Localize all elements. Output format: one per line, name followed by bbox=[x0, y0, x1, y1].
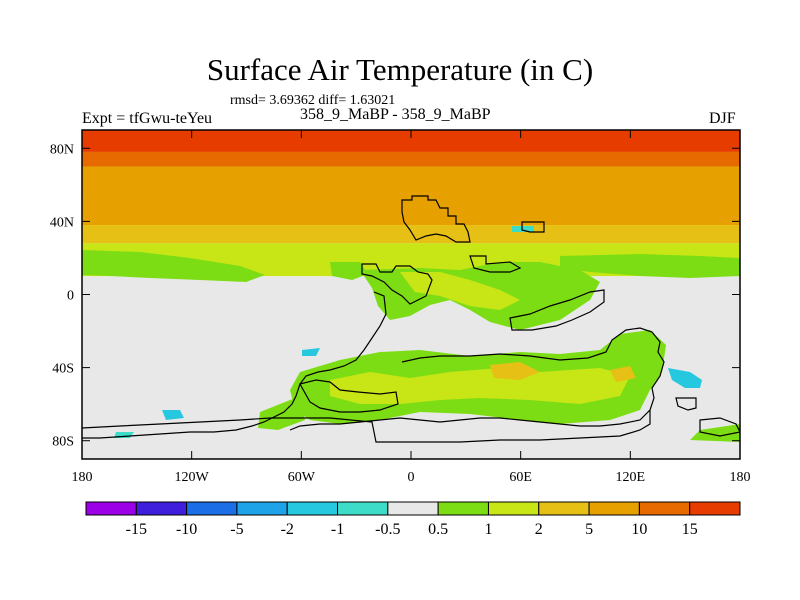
colorbar-label-6: 0.5 bbox=[428, 521, 448, 538]
y-tick-label-4: 80S bbox=[52, 435, 74, 450]
colorbar-swatch-2 bbox=[186, 501, 238, 516]
colorbar-swatch-9 bbox=[538, 501, 590, 516]
case-label: 358_9_MaBP - 358_9_MaBP bbox=[300, 106, 491, 123]
coastline-east-islands bbox=[675, 397, 697, 411]
colorbar-swatch-1 bbox=[135, 501, 188, 516]
anomaly-patch-southern-yellow bbox=[330, 368, 630, 404]
anomaly-patch-orange-spot bbox=[450, 183, 466, 194]
coastline-central-continent bbox=[361, 263, 433, 305]
map-plot-area bbox=[82, 130, 740, 459]
temperature-anomaly-patches bbox=[82, 183, 740, 442]
y-tick-label-0: 80N bbox=[50, 142, 74, 157]
coastline-southern-block bbox=[299, 379, 399, 413]
colorbar-swatch-6 bbox=[387, 501, 439, 516]
colorbar-swatch-5 bbox=[337, 501, 389, 516]
colorbar-swatch-0 bbox=[85, 501, 137, 516]
anomaly-patch-south-tail bbox=[690, 424, 740, 442]
anomaly-patch-cyan-ne bbox=[512, 226, 534, 232]
colorbar-swatch-4 bbox=[286, 501, 339, 516]
anomaly-patch-green-east bbox=[560, 254, 740, 278]
anomaly-patch-equatorial-yellow bbox=[400, 272, 520, 310]
colorbar-label-4: -1 bbox=[331, 521, 344, 538]
lat-band-2 bbox=[82, 166, 740, 194]
coastline-south-lower bbox=[82, 410, 651, 443]
coastline-far-east bbox=[699, 417, 740, 437]
colorbar-swatch-10 bbox=[588, 501, 640, 516]
colorbar-label-2: -5 bbox=[230, 521, 243, 538]
rmsd-diff-stats: rmsd= 3.69362 diff= 1.63021 bbox=[230, 93, 396, 108]
chart-title: Surface Air Temperature (in C) bbox=[206, 52, 594, 87]
x-tick-label-5: 120E bbox=[616, 470, 646, 485]
anomaly-patch-southern-orange-2 bbox=[610, 366, 636, 382]
x-tick-label-0: 180 bbox=[72, 470, 93, 485]
coastline-island-sea bbox=[521, 221, 545, 233]
anomaly-patch-green-northwest bbox=[82, 250, 265, 282]
y-tick-label-2: 0 bbox=[67, 289, 74, 304]
lat-band-1 bbox=[82, 151, 740, 167]
x-tick-label-2: 60W bbox=[288, 470, 316, 485]
y-tick-label-1: 40N bbox=[50, 215, 74, 230]
colorbar-swatch-8 bbox=[487, 501, 540, 516]
x-tick-label-6: 180 bbox=[730, 470, 751, 485]
colorbar-swatch-7 bbox=[437, 501, 489, 516]
lat-band-4 bbox=[82, 225, 740, 244]
coastline-central-east bbox=[469, 255, 522, 273]
coastline-east-continent bbox=[509, 289, 605, 331]
anomaly-patch-southern-orange bbox=[490, 362, 540, 380]
anomaly-patch-cyan-east bbox=[668, 368, 702, 388]
colorbar-swatch-3 bbox=[236, 501, 288, 516]
colorbar-label-3: -2 bbox=[281, 521, 294, 538]
colorbar-label-7: 1 bbox=[484, 521, 492, 538]
lat-band-0 bbox=[82, 130, 740, 152]
anomaly-patch-cyan-sw bbox=[162, 410, 184, 420]
colorbar-label-0: -15 bbox=[126, 521, 147, 538]
colorbar-swatch-12 bbox=[689, 501, 741, 516]
anomaly-patch-green-mid bbox=[330, 262, 368, 280]
colorbar-label-8: 2 bbox=[535, 521, 543, 538]
season-label: DJF bbox=[709, 110, 736, 127]
anomaly-patch-cyan-mid bbox=[302, 348, 320, 356]
colorbar-label-1: -10 bbox=[176, 521, 197, 538]
x-tick-label-3: 0 bbox=[408, 470, 415, 485]
colorbar: -15 -10 -5 -2 -1 -0.5 0.5 1 2 5 10 15 bbox=[85, 501, 741, 538]
coastline-north-continent bbox=[401, 195, 471, 243]
coastline-west-continent bbox=[82, 291, 387, 439]
lat-band-3 bbox=[82, 193, 740, 226]
experiment-label: Expt = tfGwu-teYeu bbox=[82, 110, 213, 127]
y-tick-label-3: 40S bbox=[52, 362, 74, 377]
colorbar-swatch-11 bbox=[638, 501, 691, 516]
continent-outlines bbox=[82, 195, 740, 443]
axes: 180 120W 60W 0 60E 120E 180 80N 40N 0 40S 80S bbox=[50, 130, 751, 485]
x-tick-label-4: 60E bbox=[509, 470, 532, 485]
colorbar-label-10: 10 bbox=[631, 521, 647, 538]
colorbar-label-11: 15 bbox=[682, 521, 698, 538]
x-tick-label-1: 120W bbox=[175, 470, 210, 485]
colorbar-label-5: -0.5 bbox=[375, 521, 400, 538]
colorbar-label-9: 5 bbox=[585, 521, 593, 538]
